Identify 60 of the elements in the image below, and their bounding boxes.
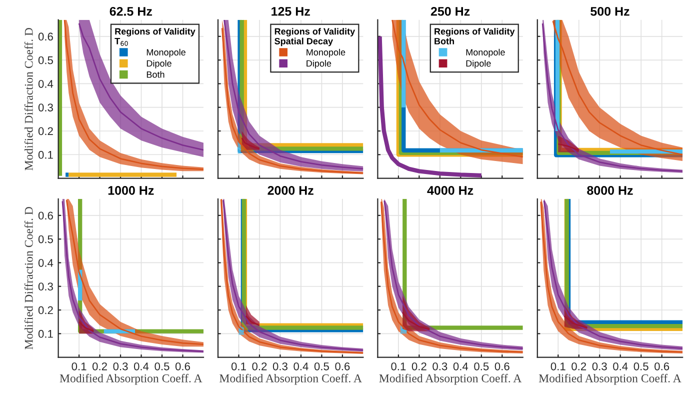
chart-title: 250 Hz [430,6,470,16]
y-axis-title: Modified Diffraction Coeff. D [24,206,33,350]
x-tick-label: 0.1 [391,362,406,370]
y-axis-title: Modified Diffraction Coeff. D [24,28,33,170]
x-tick-label: 0.3 [272,362,288,370]
chart-title: 8000 Hz [587,186,633,195]
chart-title: 125 Hz [272,6,310,16]
y-tick-label: 0.6 [38,32,53,41]
legend-label: Monopole [146,48,186,58]
x-tick-label: 0.5 [154,362,170,370]
chart-title: 2000 Hz [268,186,314,195]
x-tick-label: 0.6 [175,362,190,370]
x-tick-label: 0.5 [474,362,489,370]
legend-label: Dipole [146,60,172,68]
y-tick-label: 0.5 [38,56,53,64]
x-tick-label: 0.2 [252,362,267,370]
x-tick-label: 0.1 [72,362,86,370]
x-axis-title: Modified Absorption Coeff. A [220,374,362,385]
x-tick-label: 0.5 [314,362,329,370]
x-tick-label: 0.3 [592,362,607,370]
y-tick-label: 0.5 [38,235,53,244]
y-tick-label: 0.6 [38,212,53,220]
x-axis-title: Modified Absorption Coeff. A [538,374,682,385]
x-tick-label: 0.6 [494,362,510,370]
y-tick-label: 0.3 [38,104,53,112]
x-tick-label: 0.4 [613,362,628,370]
y-tick-label: 0.2 [38,127,53,136]
chart-title: 62.5 Hz [110,6,152,16]
x-tick-label: 0.6 [654,362,670,370]
x-axis-title: Modified Absorption Coeff. A [60,374,202,385]
x-tick-label: 0.4 [453,362,468,370]
x-tick-label: 0.2 [92,362,107,370]
legend-label: Both [146,71,164,78]
legend-label: Monopole [306,48,346,58]
y-tick-label: 0.4 [38,80,54,88]
x-tick-label: 0.1 [231,362,246,370]
chart-title: 500 Hz [590,6,630,16]
x-tick-label: 0.3 [113,362,128,370]
x-tick-label: 0.2 [572,362,586,370]
y-tick-label: 0.3 [38,282,53,290]
chart-title: 4000 Hz [427,186,474,195]
y-tick-label: 0.4 [38,258,54,267]
x-tick-label: 0.6 [335,362,350,370]
x-tick-label: 0.2 [412,362,426,370]
y-tick-label: 0.2 [38,306,53,314]
y-tick-label: 0.1 [38,330,53,338]
x-tick-label: 0.1 [550,362,566,370]
legend-title: Regions of Validity Both [434,28,515,44]
x-tick-label: 0.4 [294,362,308,370]
legend-title: Regions of Validity T$_{60}$ [114,28,196,46]
legend-label: Dipole [466,60,491,68]
legend-title: Regions of Validity Spatial Decay [274,28,356,46]
x-tick-label: 0.4 [134,362,149,370]
legend-label: Monopole [466,48,505,58]
x-axis-title: Modified Absorption Coeff. A [379,374,522,385]
x-tick-label: 0.5 [634,362,648,370]
x-tick-label: 0.3 [432,362,448,370]
chart-title: 1000 Hz [108,186,154,195]
y-tick-label: 0.1 [38,150,53,159]
legend-label: Dipole [306,60,332,68]
